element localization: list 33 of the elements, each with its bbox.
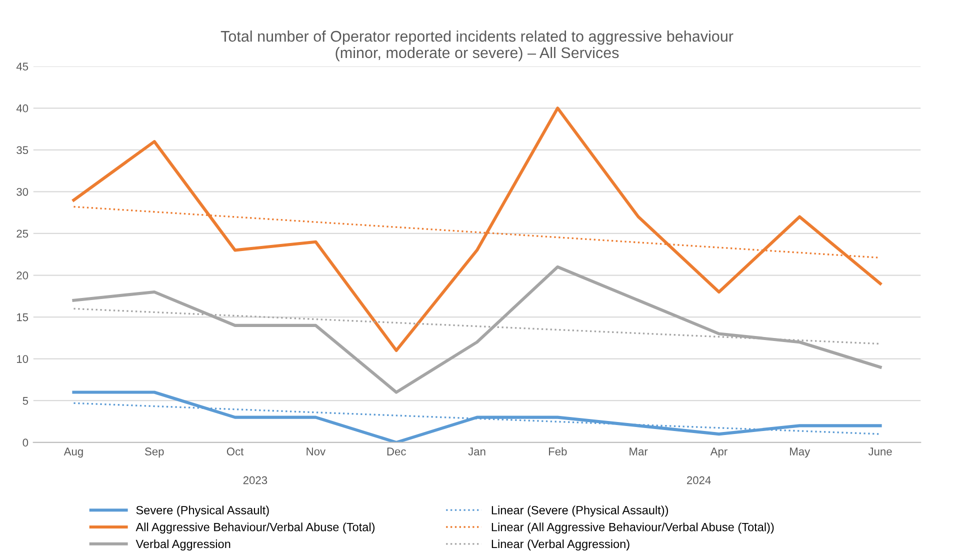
x-tick-label: Apr [710, 448, 728, 458]
y-tick-label: 40 [16, 104, 28, 112]
y-tick-label: 5 [22, 397, 28, 405]
legend-label: Linear (Verbal Aggression) [492, 539, 630, 550]
line-series [72, 265, 882, 394]
x-tick-label: Jan [468, 448, 486, 456]
x-tick-label: Nov [306, 448, 326, 456]
x-tick-label: Sep [144, 448, 164, 458]
line-series [72, 390, 882, 442]
y-tick-label: 35 [16, 146, 28, 154]
x-tick-label: Dec [387, 448, 406, 456]
y-tick-label: 20 [16, 272, 28, 280]
x-tick-label: Aug [64, 448, 83, 458]
line-series [72, 106, 882, 352]
x-tick-label: May [790, 448, 810, 458]
y-tick-label: 45 [16, 62, 28, 70]
y-tick-label: 10 [17, 355, 28, 363]
legend-label: All Aggressive Behaviour/Verbal Abuse (Total) [136, 522, 375, 534]
text: 2023 [243, 476, 268, 484]
legend-label: Linear (Severe (Physical Assault)) [492, 506, 668, 517]
x-tick-label: June [868, 448, 892, 456]
legend-label: Severe (Physical Assault) [136, 506, 269, 517]
y-tick-label: 0 [22, 438, 28, 447]
x-tick-label: Feb [548, 447, 567, 456]
y-tick-label: 30 [16, 188, 28, 196]
legend-label: Linear (All Aggressive Behaviour/Verbal Abuse (Total)) [492, 522, 774, 534]
x-tick-label: Oct [226, 448, 244, 456]
y-tick-label: 15 [17, 313, 28, 322]
chart-title: Total number of Operator reported incidents related to aggressive behaviour (minor, moderate or severe) – All Services [220, 30, 734, 62]
legend-label: Verbal Aggression [136, 539, 230, 550]
x-tick-label: Mar [630, 448, 648, 456]
y-tick-label: 25 [16, 230, 28, 238]
text: 2024 [687, 476, 711, 484]
